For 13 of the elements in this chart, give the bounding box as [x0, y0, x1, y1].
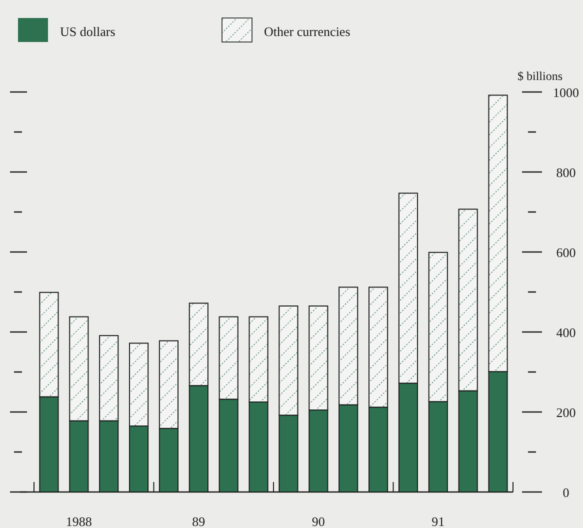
y-tick-label: 800 [556, 165, 576, 180]
y-tick-label: 600 [556, 245, 576, 260]
x-tick-label: 89 [192, 514, 206, 528]
x-tick-label: 90 [312, 514, 325, 528]
y-axis-title: $ billions [517, 69, 563, 83]
y-tick-label: 1000 [553, 85, 579, 100]
x-tick-label: 91 [432, 514, 445, 528]
legend-label: US dollars [60, 24, 116, 39]
y-tick-label: 200 [556, 405, 576, 420]
x-tick-label: 1988 [66, 514, 92, 528]
y-tick-label: 400 [556, 325, 576, 340]
y-tick-label: 0 [562, 485, 570, 500]
legend-label: Other currencies [264, 24, 350, 39]
